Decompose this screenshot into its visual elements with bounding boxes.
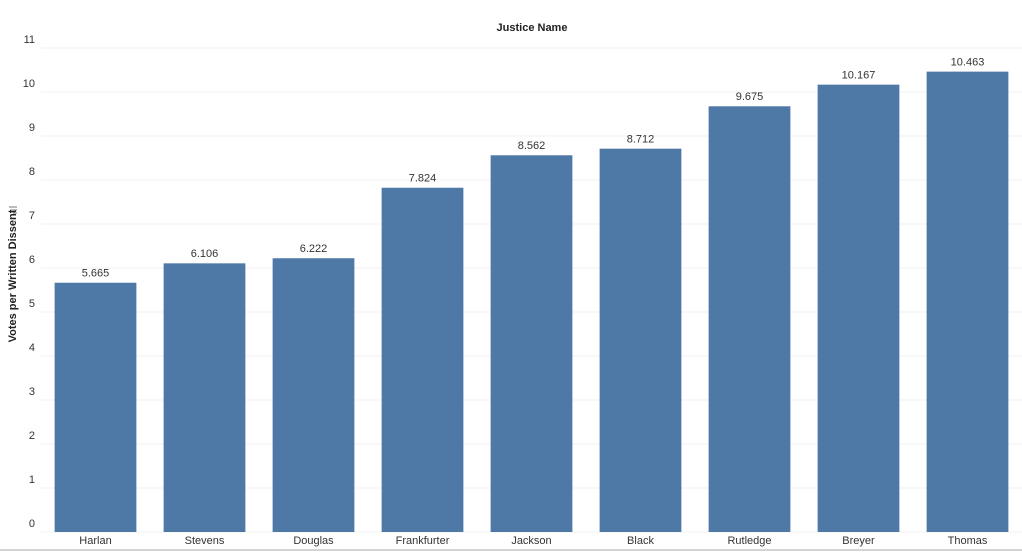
y-tick-label: 10 <box>23 78 35 90</box>
value-label: 6.222 <box>300 243 328 255</box>
y-tick-label: 8 <box>29 166 35 178</box>
y-axis-title: Votes per Written Dissent <box>7 209 19 342</box>
x-tick-label: Frankfurter <box>396 535 450 547</box>
bar <box>599 148 682 532</box>
chart-title: Justice Name <box>497 22 568 34</box>
value-label: 10.463 <box>951 57 985 69</box>
y-tick-label: 1 <box>29 474 35 486</box>
bar <box>272 258 355 532</box>
x-tick-label: Harlan <box>79 535 111 547</box>
y-tick-label: 9 <box>29 122 35 134</box>
x-tick-label: Stevens <box>185 535 225 547</box>
y-tick-label: 2 <box>29 430 35 442</box>
x-tick-label: Douglas <box>293 535 334 547</box>
value-label: 8.712 <box>627 134 655 146</box>
value-label: 7.824 <box>409 173 437 185</box>
y-tick-label: 4 <box>29 342 35 354</box>
bar <box>163 263 246 532</box>
sort-icon[interactable] <box>9 206 17 214</box>
y-tick-label: 5 <box>29 298 35 310</box>
y-tick-label: 7 <box>29 210 35 222</box>
x-tick-label: Breyer <box>842 535 875 547</box>
y-tick-label: 0 <box>29 518 35 530</box>
x-tick-label: Black <box>627 535 654 547</box>
y-tick-label: 6 <box>29 254 35 266</box>
bar <box>926 71 1009 533</box>
value-label: 5.665 <box>82 268 110 280</box>
x-tick-label: Thomas <box>948 535 988 547</box>
bar <box>490 155 573 532</box>
value-label: 10.167 <box>842 70 876 82</box>
value-label: 6.106 <box>191 248 219 260</box>
y-tick-label: 11 <box>24 34 35 46</box>
x-tick-label: Jackson <box>511 535 551 547</box>
value-label: 9.675 <box>736 91 764 103</box>
bar <box>54 282 137 532</box>
value-label: 8.562 <box>518 140 546 152</box>
y-tick-label: 3 <box>29 386 35 398</box>
x-tick-label: Rutledge <box>727 535 771 547</box>
bar <box>381 187 464 532</box>
bar <box>817 84 900 532</box>
bar <box>708 106 791 533</box>
